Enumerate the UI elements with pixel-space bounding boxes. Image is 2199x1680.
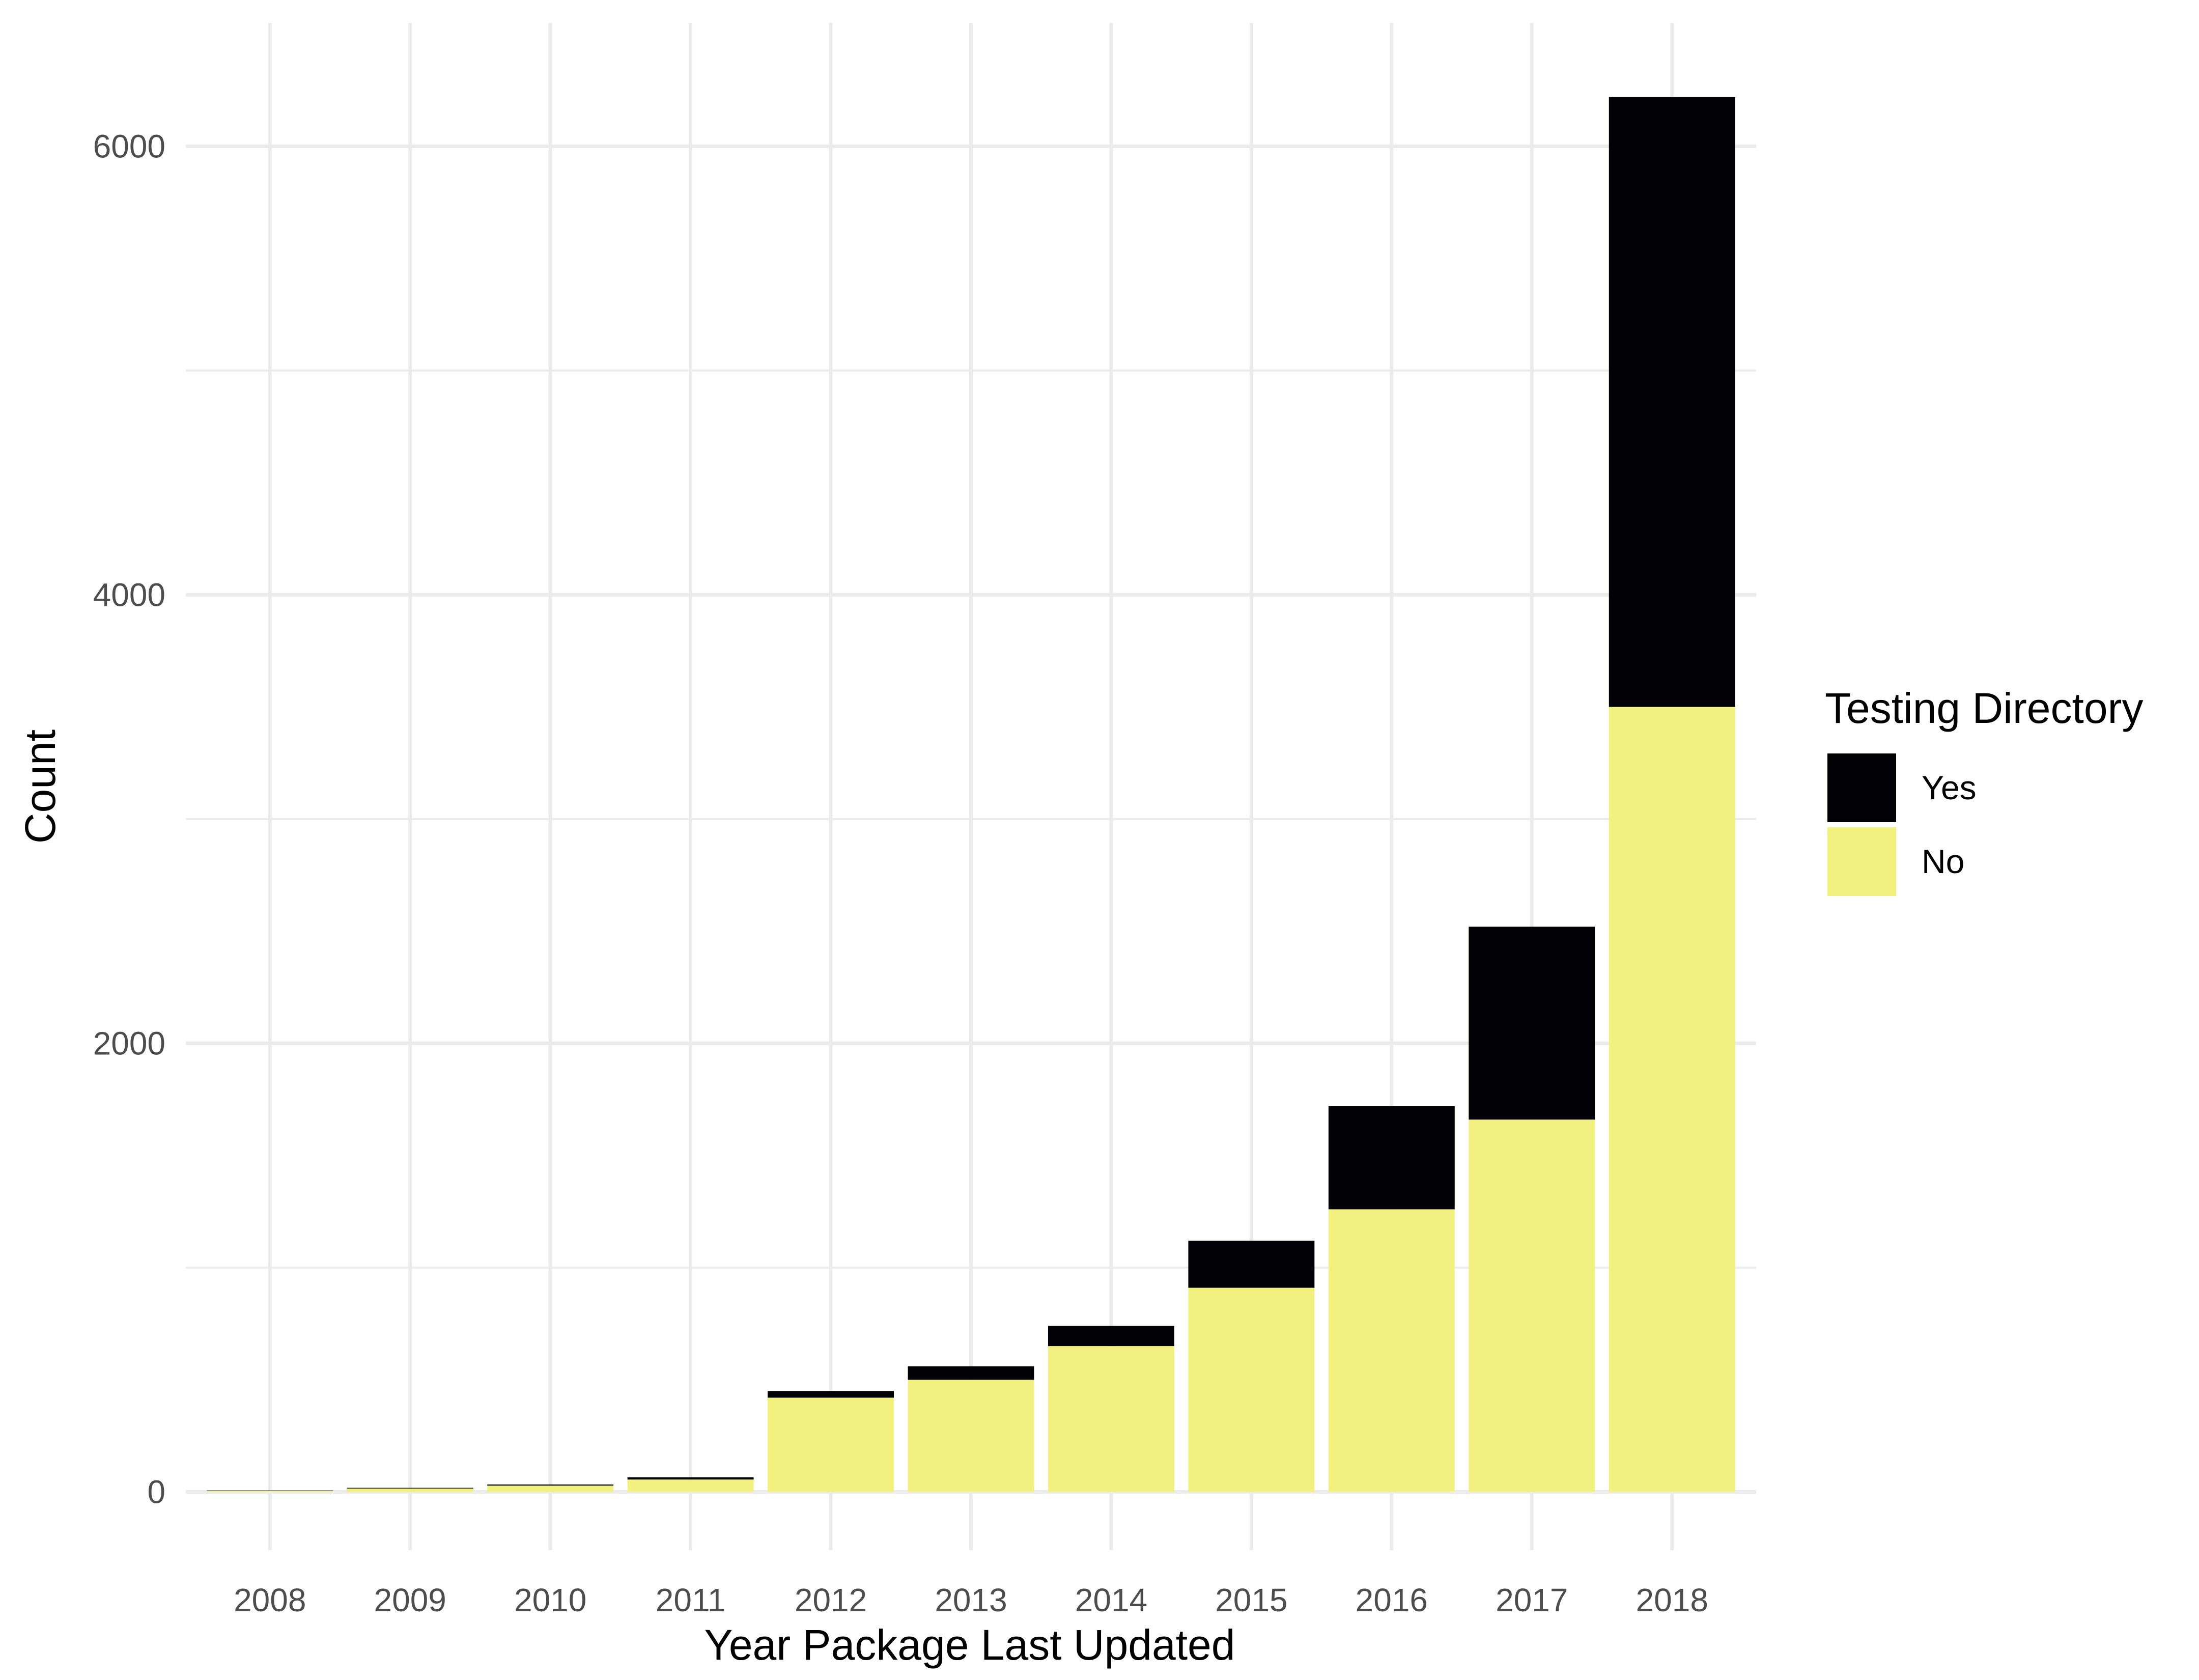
y-tick-label: 2000 [93, 1025, 165, 1061]
bar-yes-2013 [908, 1366, 1034, 1380]
bar-no-2012 [768, 1397, 894, 1492]
legend: Testing Directory Yes No [1825, 684, 2144, 896]
bar-yes-2011 [627, 1477, 754, 1480]
x-tick-label: 2013 [935, 1582, 1007, 1618]
bar-no-2009 [347, 1488, 473, 1492]
bars [207, 97, 1735, 1492]
bar-yes-2012 [768, 1391, 894, 1398]
bar-yes-2016 [1328, 1106, 1455, 1210]
bar-no-2011 [627, 1479, 754, 1492]
x-tick-label: 2015 [1215, 1582, 1287, 1618]
bar-no-2017 [1469, 1119, 1595, 1492]
bar-no-2015 [1188, 1287, 1315, 1492]
legend-swatch-yes [1827, 753, 1896, 822]
x-tick-label: 2014 [1075, 1582, 1147, 1618]
x-tick-label: 2011 [656, 1582, 726, 1618]
y-tick-label: 6000 [93, 128, 165, 164]
bar-yes-2009 [347, 1488, 473, 1489]
x-tick-label: 2018 [1636, 1582, 1708, 1618]
x-tick-label: 2012 [795, 1582, 867, 1618]
x-tick-label: 2009 [374, 1582, 446, 1618]
legend-title: Testing Directory [1825, 684, 2144, 732]
bar-no-2013 [908, 1380, 1034, 1492]
bar-no-2010 [487, 1486, 614, 1492]
y-tick-label: 4000 [93, 576, 165, 613]
x-tick-label: 2008 [234, 1582, 306, 1618]
y-axis-title: Count [16, 730, 64, 844]
bar-no-2016 [1328, 1209, 1455, 1492]
bar-no-2018 [1609, 707, 1735, 1492]
legend-swatch-no [1827, 827, 1896, 896]
bar-yes-2017 [1469, 927, 1595, 1120]
bar-yes-2018 [1609, 97, 1735, 707]
legend-label-yes: Yes [1922, 769, 1977, 806]
y-tick-label: 0 [147, 1473, 165, 1510]
x-tick-label: 2016 [1356, 1582, 1428, 1618]
bar-no-2008 [207, 1491, 333, 1492]
legend-label-no: No [1922, 843, 1964, 880]
x-tick-label: 2010 [514, 1582, 586, 1618]
x-axis-title: Year Package Last Updated [704, 1621, 1235, 1669]
bar-yes-2010 [487, 1484, 614, 1486]
bar-no-2014 [1048, 1346, 1174, 1492]
bar-yes-2015 [1188, 1241, 1315, 1288]
bar-yes-2014 [1048, 1326, 1174, 1347]
x-tick-label: 2017 [1496, 1582, 1568, 1618]
tick-labels: 0 2000 4000 6000 2008 2009 2010 2011 2012 2013 201… [93, 128, 1708, 1618]
